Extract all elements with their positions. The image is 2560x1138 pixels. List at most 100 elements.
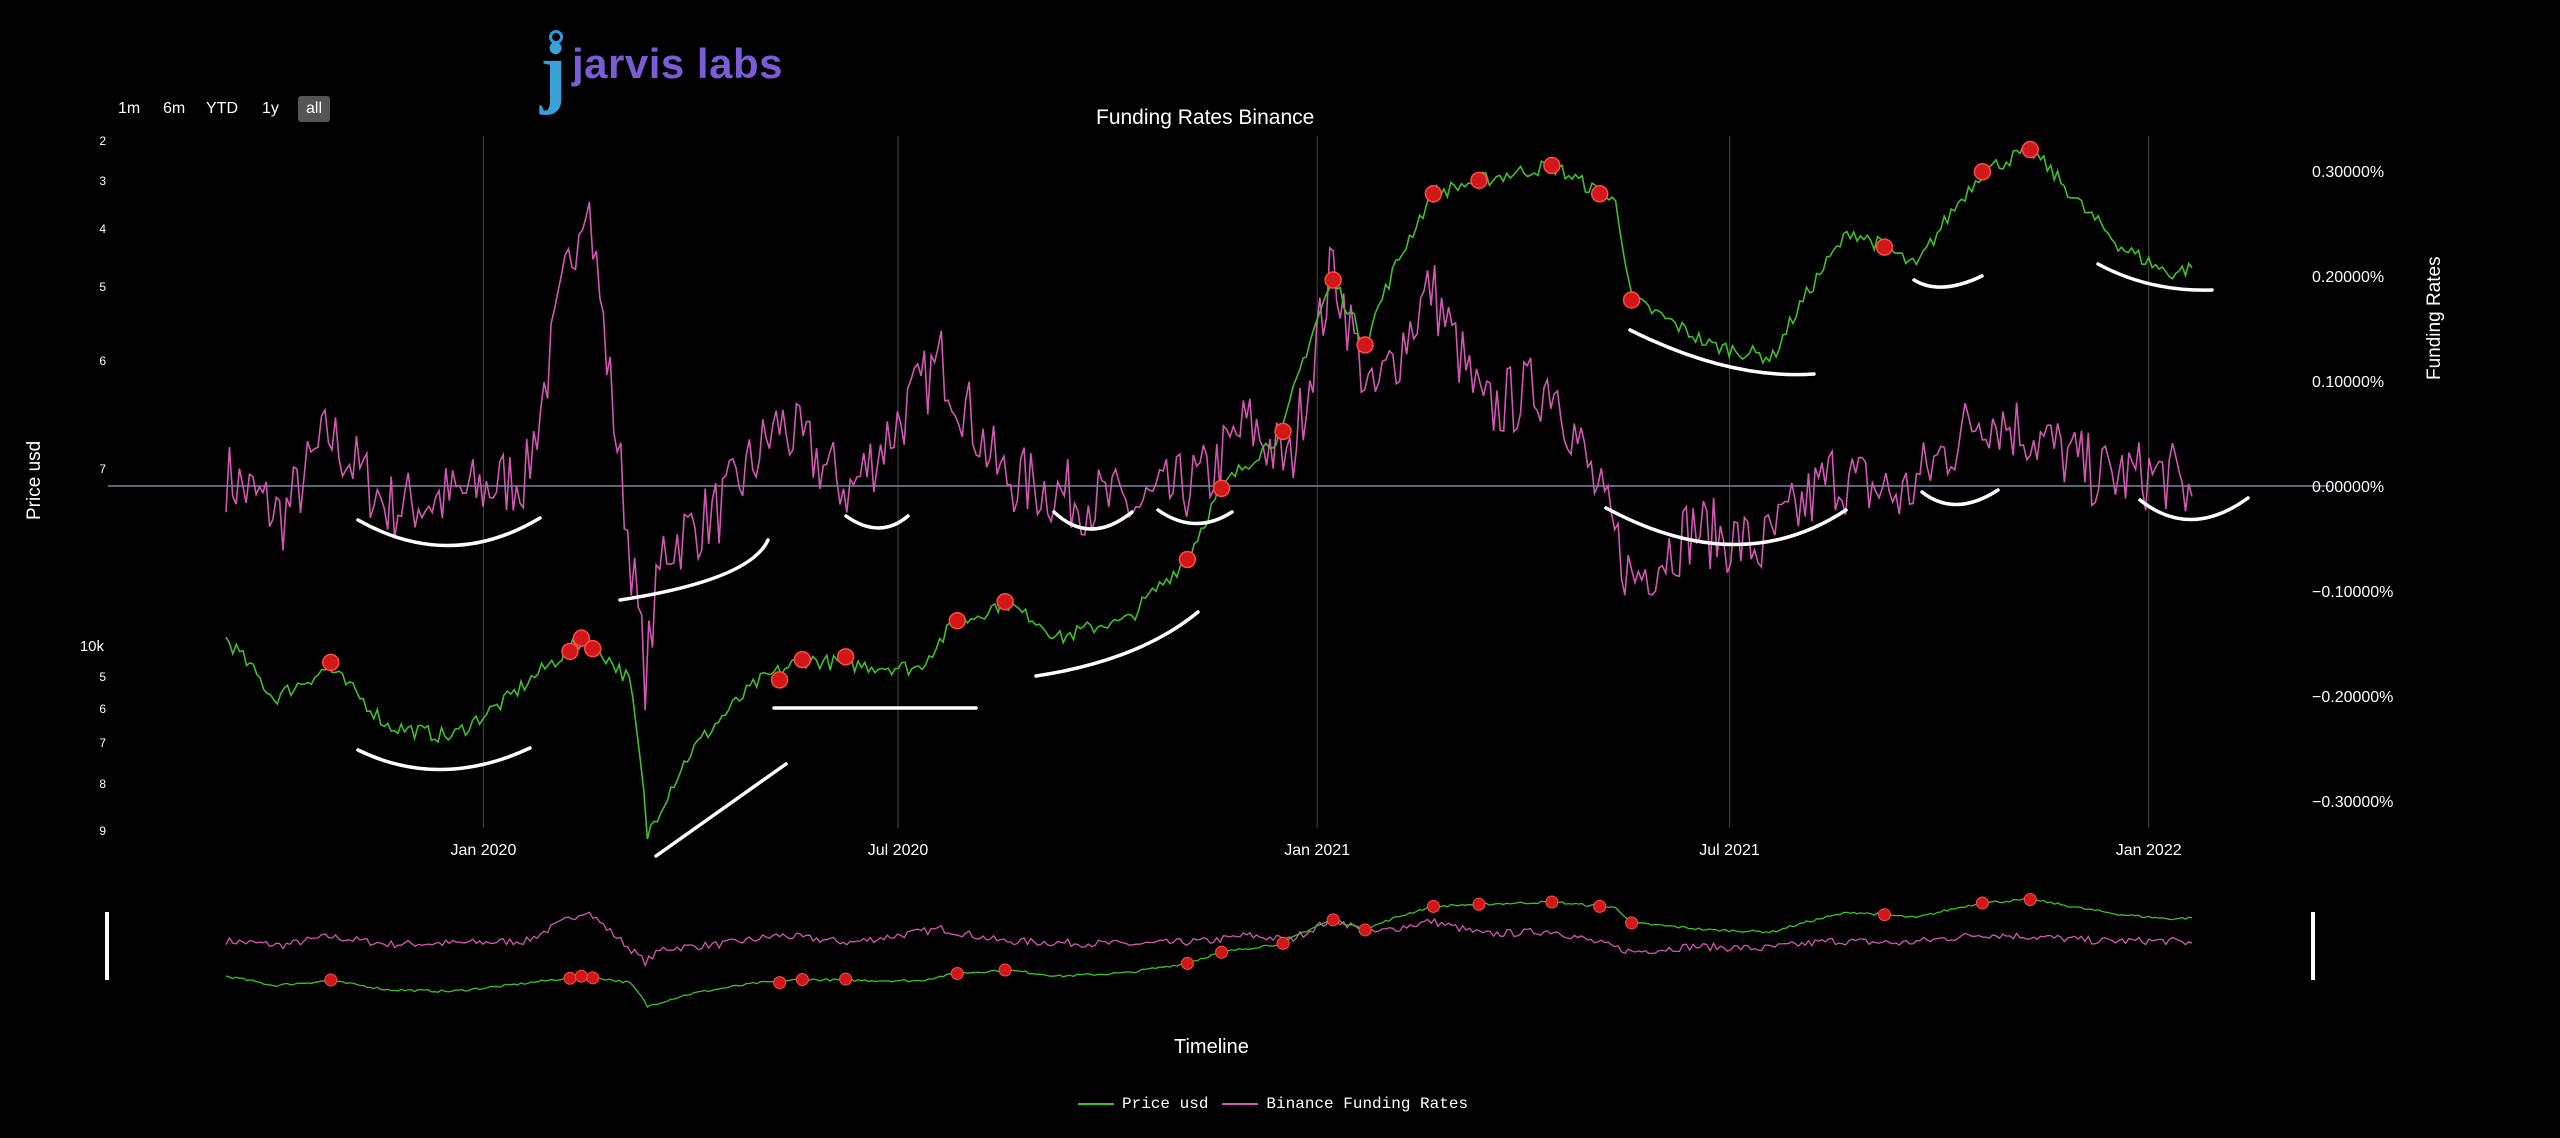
x-ticks: Jan 2020 Jul 2020 Jan 2021 Jul 2021 Jan 2022	[451, 842, 2182, 859]
annotation-arcs	[356, 262, 2250, 858]
range-slider-right-handle[interactable]	[2311, 912, 2315, 980]
range-button-1y[interactable]: 1y	[262, 100, 279, 117]
x-tick-label: Jan 2020	[451, 842, 517, 859]
range-slider-left-handle[interactable]	[105, 912, 109, 980]
funding-rate-series	[225, 201, 2193, 711]
y-left-tick-label: 5	[99, 280, 106, 294]
logo-text: jarvis labs	[572, 40, 783, 87]
y-left-ticks: 2 3 4 5 6 7 10k 5 6 7 8 9	[80, 134, 107, 838]
price-marker	[561, 642, 579, 661]
price-line	[225, 142, 2193, 840]
annotation-mark	[1034, 610, 1200, 678]
price-marker	[996, 592, 1014, 611]
range-slider[interactable]	[225, 892, 2193, 1009]
legend-item-price[interactable]: Price usd	[1078, 1095, 1208, 1113]
price-marker	[322, 653, 340, 672]
price-markers	[322, 140, 2040, 689]
slider-price-marker	[574, 969, 588, 983]
annotation-mark	[1912, 274, 1984, 289]
y-right-ticks: 0.30000% 0.20000% 0.10000% 0.00000% −0.10000…	[2312, 164, 2393, 811]
price-marker	[1470, 171, 1488, 190]
x-tick-label: Jul 2021	[1699, 842, 1760, 859]
funding-rate-line	[225, 201, 2193, 711]
range-button-all[interactable]: all	[298, 96, 331, 122]
price-marker	[1178, 550, 1197, 569]
annotation-mark	[1156, 508, 1234, 526]
annotation-mark	[1920, 488, 2000, 507]
legend-swatch-funding	[1222, 1103, 1259, 1105]
y-right-tick-label: 0.20000%	[2312, 269, 2384, 286]
range-button-1m[interactable]: 1m	[118, 100, 141, 117]
price-marker	[1543, 156, 1561, 175]
slider-price-marker	[839, 972, 853, 986]
y-axis-left-title: Price usd	[24, 440, 45, 520]
slider-price-marker	[1326, 913, 1340, 927]
price-marker	[1274, 422, 1292, 441]
y-left-tick-label: 5	[99, 670, 106, 684]
y-right-tick-label: −0.20000%	[2312, 689, 2393, 706]
y-right-tick-label: 0.10000%	[2312, 374, 2384, 391]
y-right-tick-label: 0.00000%	[2312, 479, 2384, 496]
logo-dot-icon	[549, 30, 563, 44]
y-left-tick-label: 4	[99, 222, 106, 236]
logo-j-icon: j	[540, 28, 567, 116]
slider-price-marker	[324, 973, 338, 987]
price-marker	[584, 639, 602, 658]
slider-price-marker	[1180, 956, 1194, 970]
y-left-tick-label: 9	[99, 824, 106, 838]
annotation-mark	[1604, 506, 1848, 547]
slider-price-marker	[586, 971, 600, 985]
legend-label-funding: Binance Funding Rates	[1266, 1095, 1469, 1113]
range-button-6m[interactable]: 6m	[163, 100, 186, 117]
slider-price-marker	[1426, 899, 1440, 913]
grid-lines	[482, 136, 2150, 828]
y-left-tick-label: 2	[99, 134, 106, 148]
price-marker	[2021, 140, 2040, 159]
slider-price-marker	[2023, 892, 2037, 906]
slider-price-marker	[998, 963, 1012, 977]
annotation-mark	[2096, 262, 2214, 292]
price-marker	[1622, 291, 1641, 309]
annotation-mark	[1052, 510, 1134, 531]
price-marker	[770, 671, 789, 689]
slider-price-marker	[1593, 899, 1607, 913]
y-left-tick-label: 7	[99, 462, 106, 476]
price-marker	[1356, 336, 1374, 354]
legend[interactable]: Price usd Binance Funding Rates	[1078, 1093, 1482, 1115]
slider-price-marker	[1358, 923, 1372, 937]
legend-item-funding[interactable]: Binance Funding Rates	[1222, 1095, 1468, 1113]
legend-label-price: Price usd	[1122, 1095, 1209, 1113]
y-left-tick-label: 7	[99, 736, 106, 750]
slider-price-marker	[773, 976, 787, 990]
y-axis-right-title: Funding Rates	[2424, 256, 2445, 380]
range-button-ytd[interactable]: YTD	[206, 100, 238, 117]
annotation-mark	[1628, 328, 1816, 377]
y-right-tick-label: 0.30000%	[2312, 164, 2384, 181]
slider-price-marker	[1975, 896, 1989, 910]
annotation-mark	[654, 762, 788, 858]
slider-price-marker	[1215, 945, 1229, 959]
price-marker	[793, 650, 812, 669]
y-left-tick-label: 3	[99, 174, 106, 188]
slider-price-marker	[1877, 908, 1891, 922]
price-marker	[572, 629, 591, 647]
slider-price-marker	[1276, 936, 1290, 950]
y-left-tick-label: 6	[99, 354, 106, 368]
price-marker	[1973, 163, 1992, 181]
price-marker	[948, 611, 967, 630]
x-tick-label: Jan 2022	[2116, 842, 2182, 859]
chart-title: Funding Rates Binance	[1096, 106, 1315, 129]
y-right-tick-label: −0.10000%	[2312, 584, 2393, 601]
price-marker	[1590, 185, 1609, 203]
price-marker	[1424, 185, 1443, 203]
y-right-tick-label: −0.30000%	[2312, 794, 2393, 811]
slider-funding-line	[225, 911, 2193, 968]
slider-price-marker	[795, 973, 809, 987]
annotation-mark	[356, 516, 542, 548]
slider-price-marker	[950, 967, 964, 981]
y-left-tick-label: 10k	[80, 638, 105, 655]
slider-price-line	[225, 897, 2193, 1009]
x-tick-label: Jul 2020	[868, 842, 929, 859]
price-marker	[1212, 479, 1231, 498]
